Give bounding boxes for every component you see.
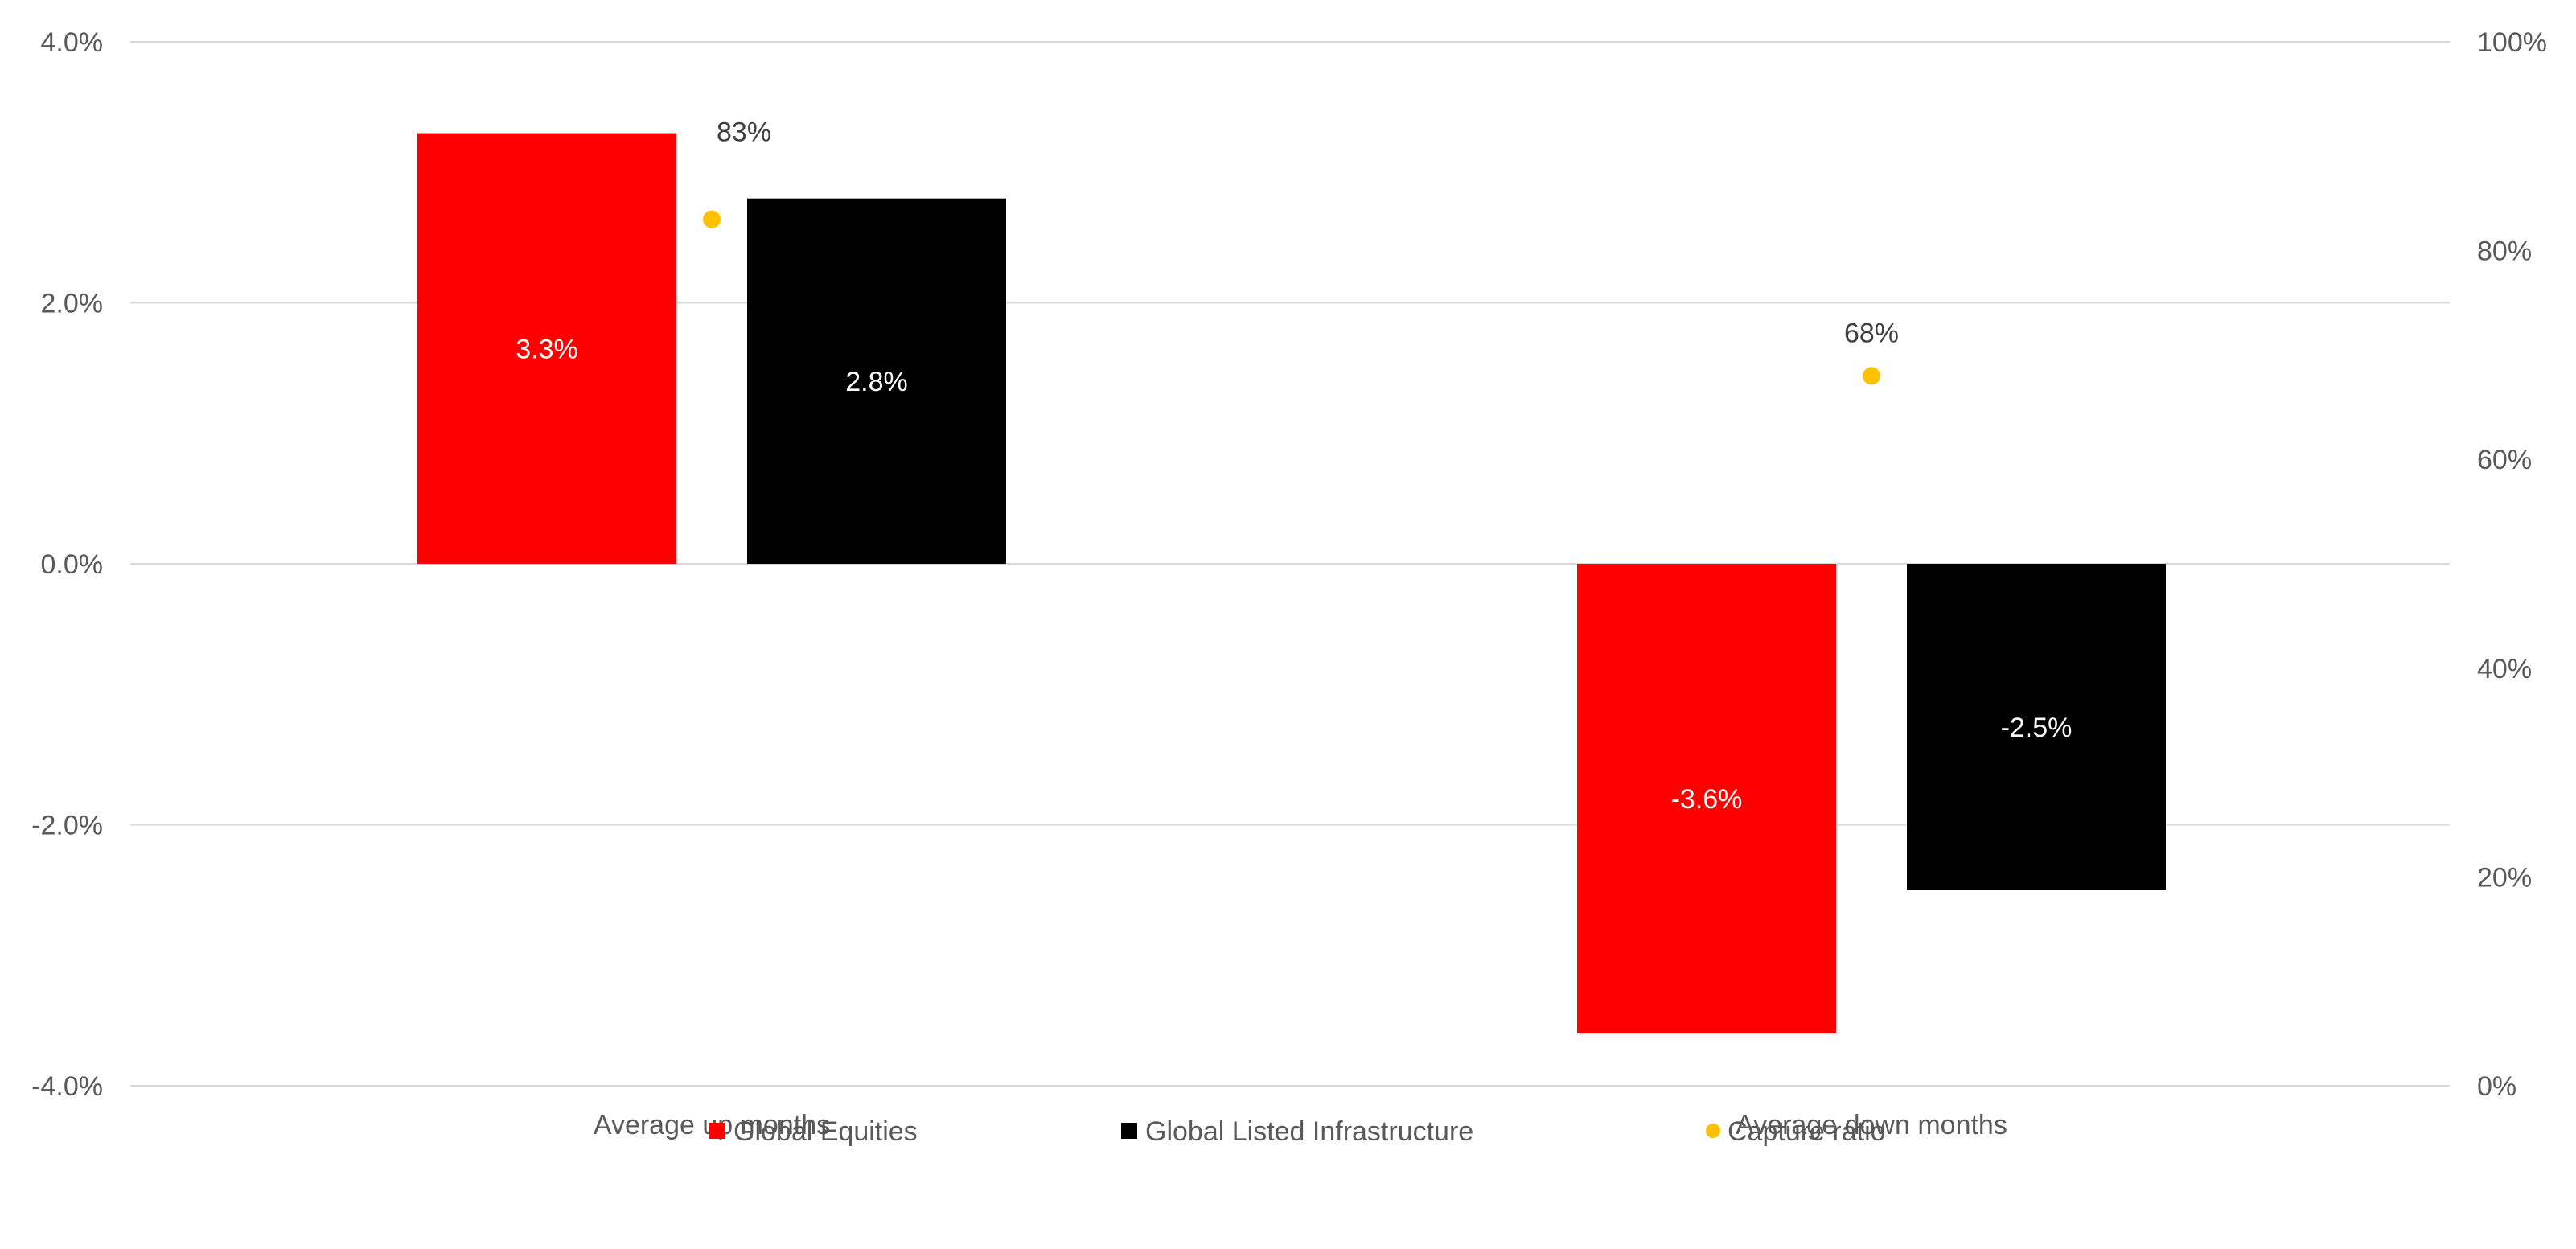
bar-data-label: 2.8% <box>845 367 908 397</box>
capture-ratio-point <box>1863 367 1880 385</box>
capture-ratio-points: 83% 68% <box>703 117 1899 385</box>
capture-ratio-label: 83% <box>717 117 771 148</box>
right-tick-label: 60% <box>2477 445 2532 475</box>
bar-global-equities <box>417 133 676 564</box>
right-tick-label: 40% <box>2477 654 2532 684</box>
legend-marker <box>709 1123 725 1139</box>
legend: Global Equities Global Listed Infrastruct… <box>709 1116 1886 1147</box>
bar-global-equities <box>1577 564 1836 1034</box>
legend-label: Global Listed Infrastructure <box>1145 1116 1473 1147</box>
left-tick-label: -2.0% <box>31 811 103 841</box>
bar-data-label: -3.6% <box>1671 784 1743 815</box>
bar-data-labels: 3.3% -3.6% 2.8% -2.5% <box>516 334 2072 815</box>
left-axis: 4.0% 2.0% 0.0% -2.0% -4.0% <box>31 27 103 1102</box>
left-tick-label: 0.0% <box>41 549 104 580</box>
right-tick-label: 100% <box>2477 27 2547 58</box>
legend-label: Global Equities <box>733 1116 918 1147</box>
right-tick-label: 80% <box>2477 236 2532 267</box>
right-tick-label: 0% <box>2477 1071 2516 1102</box>
bar-data-label: -2.5% <box>2001 713 2073 743</box>
legend-marker <box>1121 1123 1137 1139</box>
right-tick-label: 20% <box>2477 862 2532 893</box>
bar-data-label: 3.3% <box>516 334 578 364</box>
bar-global-listed-infrastructure <box>747 198 1006 564</box>
capture-ratio-label: 68% <box>1844 318 1899 348</box>
bars <box>417 133 2166 1034</box>
capture-ratio-point <box>703 210 721 228</box>
legend-marker <box>1706 1124 1720 1138</box>
left-tick-label: 2.0% <box>41 289 104 319</box>
left-tick-label: 4.0% <box>41 27 104 58</box>
bar-global-listed-infrastructure <box>1907 564 2166 890</box>
left-tick-label: -4.0% <box>31 1071 103 1102</box>
right-axis: 100% 80% 60% 40% 20% 0% <box>2477 27 2547 1102</box>
legend-label: Capture ratio <box>1728 1116 1886 1147</box>
category-label: Average down months <box>1736 1110 2007 1140</box>
